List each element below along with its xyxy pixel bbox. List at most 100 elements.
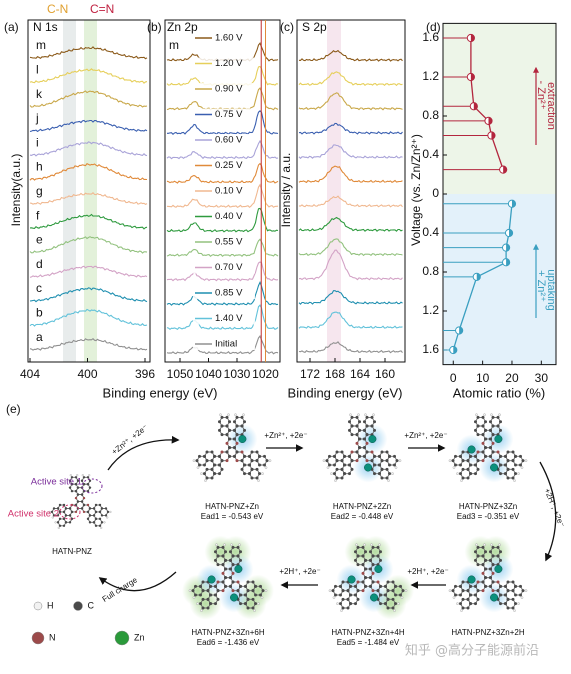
c-atom	[335, 459, 339, 463]
c-atom	[233, 437, 236, 441]
c-atom	[333, 463, 336, 467]
legend-label: 0.60 V	[215, 135, 243, 146]
c-atom	[384, 602, 387, 606]
c-atom	[214, 593, 217, 597]
c-atom	[496, 459, 500, 463]
c-atom	[343, 472, 346, 476]
c-atom	[68, 514, 72, 517]
c-atom	[484, 550, 487, 554]
adsorption-energy: Ead6 = -1.436 eV	[197, 638, 260, 647]
trace-label: m	[36, 38, 46, 52]
point-half	[488, 117, 493, 125]
c-atom	[220, 467, 224, 471]
point-half	[453, 346, 457, 354]
h-atom	[355, 543, 358, 547]
c-atom	[365, 433, 369, 437]
h-atom	[264, 466, 268, 469]
c-atom	[393, 463, 396, 467]
c-atom	[484, 446, 487, 450]
h-atom	[268, 459, 272, 462]
c-atom	[263, 454, 266, 458]
c-atom	[254, 584, 257, 588]
c-atom	[98, 510, 102, 514]
ring	[474, 416, 487, 427]
c-atom	[349, 602, 352, 606]
c-atom	[86, 483, 90, 486]
c-atom	[76, 486, 80, 489]
molecule	[192, 413, 272, 482]
c-atom	[391, 580, 395, 584]
point-half	[511, 200, 516, 208]
c-atom	[239, 602, 242, 606]
c-atom	[58, 524, 62, 527]
c-atom	[469, 454, 472, 458]
c-atom	[254, 602, 257, 606]
structure-name: HATN-PNZ+3Zn+6H	[191, 628, 264, 637]
c-atom	[70, 483, 74, 486]
n-atom	[355, 441, 359, 445]
h-atom	[69, 474, 72, 477]
c-atom	[506, 467, 510, 471]
ring	[81, 483, 91, 492]
c-atom	[363, 437, 366, 441]
c-atom	[370, 424, 374, 428]
spectrum	[29, 308, 148, 327]
c-atom	[341, 589, 345, 593]
c-atom	[369, 567, 372, 571]
c-atom	[258, 454, 261, 458]
c-atom	[334, 584, 337, 588]
c-atom	[461, 589, 465, 593]
point-half	[476, 273, 481, 281]
plot-frame	[296, 19, 406, 363]
y-axis-label: Intensity / a.u.	[279, 153, 293, 228]
spectrum	[298, 165, 403, 184]
structure-name: HATN-PNZ	[52, 547, 92, 556]
n-atom	[361, 571, 365, 575]
spectrum	[298, 122, 403, 135]
spectrum	[29, 236, 148, 254]
c-atom	[356, 545, 360, 549]
c-atom	[504, 463, 507, 467]
trace-label: d	[36, 257, 43, 271]
h-atom	[397, 602, 400, 605]
legend-bg	[193, 108, 255, 121]
spectrum	[29, 337, 148, 351]
h-atom	[398, 459, 402, 462]
h-atom	[370, 543, 373, 547]
c-atom	[466, 476, 470, 480]
c-atom	[82, 476, 86, 479]
x-axis-label: Binding energy (eV)	[103, 385, 218, 400]
c-atom	[369, 584, 372, 588]
n-atom	[371, 589, 375, 593]
c-atom	[94, 503, 98, 507]
c-atom	[511, 606, 515, 610]
n-atom	[231, 589, 235, 593]
c-atom	[354, 558, 357, 562]
c-atom	[499, 463, 502, 467]
c-atom	[451, 459, 455, 463]
c-atom	[221, 580, 225, 584]
ring	[218, 416, 231, 427]
c-atom	[228, 420, 231, 424]
n-atom	[481, 459, 485, 463]
h-atom	[334, 479, 337, 482]
active-site-label: Active site 1	[31, 477, 82, 488]
c-atom	[239, 593, 242, 597]
h-atom	[391, 472, 394, 475]
c-atom	[384, 584, 387, 588]
trace-label: c	[36, 281, 42, 295]
n-atom	[370, 450, 374, 454]
c-atom	[474, 602, 477, 606]
c-atom	[235, 424, 239, 428]
n-atom	[491, 441, 495, 445]
c-atom	[228, 446, 231, 450]
point-half	[509, 229, 513, 237]
c-atom	[506, 476, 510, 480]
spectrum	[166, 281, 279, 306]
c-atom	[514, 463, 517, 467]
c-atom	[484, 558, 487, 562]
h-atom	[524, 459, 528, 462]
c-atom	[216, 545, 220, 549]
c-atom	[514, 584, 517, 588]
c-atom	[496, 545, 500, 549]
